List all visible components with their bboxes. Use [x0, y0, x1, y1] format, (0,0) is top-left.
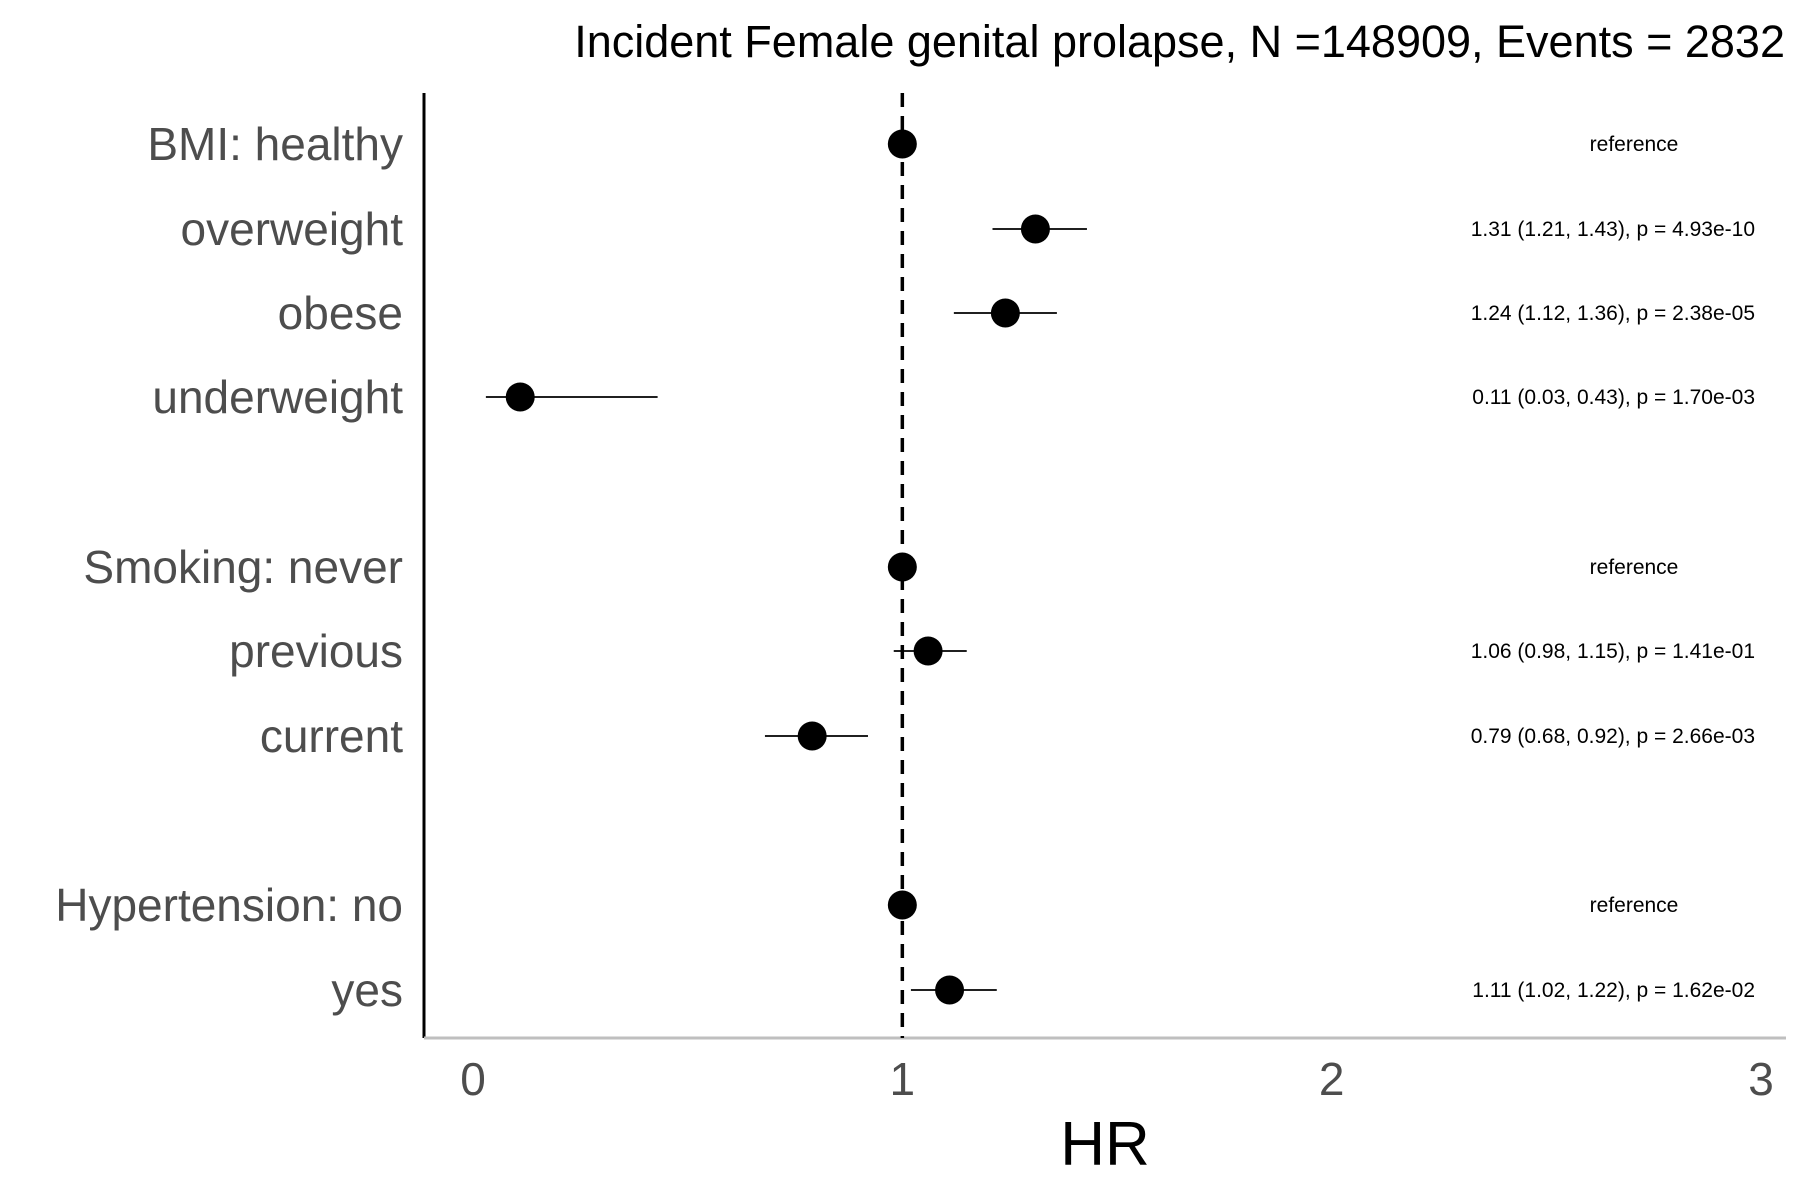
x-tick-label: 3: [1748, 1053, 1774, 1105]
hr-point: [887, 890, 917, 920]
x-tick-label: 1: [890, 1053, 916, 1105]
chart-title: Incident Female genital prolapse, N =148…: [574, 16, 1785, 67]
row-annotation: 1.06 (0.98, 1.15), p = 1.41e-01: [1471, 640, 1755, 663]
x-tick-label: 0: [460, 1053, 486, 1105]
row-annotation: 1.31 (1.21, 1.43), p = 4.93e-10: [1471, 218, 1755, 241]
hr-point: [887, 552, 917, 582]
row-annotation: 1.24 (1.12, 1.36), p = 2.38e-05: [1471, 302, 1755, 325]
plot-marks: BMI: healthy reference overweight 1.31 (1.2…: [55, 118, 1774, 1105]
row-annotation: reference: [1590, 133, 1679, 156]
hr-point: [990, 298, 1020, 328]
hr-point: [1020, 214, 1050, 244]
row-label: overweight: [181, 203, 404, 255]
row-label: current: [260, 710, 403, 762]
hr-point: [797, 721, 827, 751]
x-tick-label: 2: [1319, 1053, 1345, 1105]
row-label: BMI: healthy: [147, 118, 403, 170]
hr-point: [505, 382, 535, 412]
row-label: Hypertension: no: [55, 879, 403, 931]
row-annotation: reference: [1590, 556, 1679, 579]
row-label: obese: [278, 287, 403, 339]
row-label: underweight: [152, 371, 403, 423]
row-label: previous: [229, 625, 403, 677]
row-label: Smoking: never: [83, 541, 403, 593]
row-annotation: 0.11 (0.03, 0.43), p = 1.70e-03: [1472, 386, 1755, 409]
hr-point: [913, 636, 943, 666]
hr-point: [935, 975, 965, 1005]
x-axis-label: HR: [1060, 1110, 1150, 1179]
row-annotation: 1.11 (1.02, 1.22), p = 1.62e-02: [1472, 979, 1755, 1002]
hr-point: [887, 129, 917, 159]
row-label: yes: [331, 964, 403, 1016]
row-annotation: reference: [1590, 894, 1679, 917]
row-annotation: 0.79 (0.68, 0.92), p = 2.66e-03: [1471, 725, 1755, 748]
